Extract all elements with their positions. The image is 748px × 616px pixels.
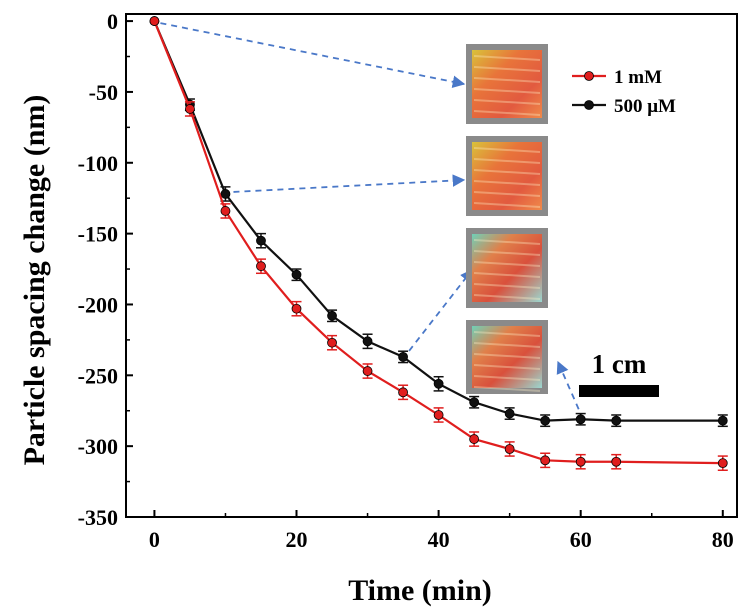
inset-photo — [466, 44, 548, 124]
scale-bar-label: 1 cm — [592, 349, 647, 379]
inset-photo-texture — [473, 364, 541, 370]
data-point — [362, 336, 373, 347]
y-tick-label: -100 — [78, 151, 118, 176]
inset-photo-texture — [473, 386, 541, 392]
data-point — [575, 456, 586, 467]
x-tick-label: 0 — [149, 527, 160, 552]
x-tick-label: 40 — [428, 527, 450, 552]
y-tick-label: 0 — [107, 9, 118, 34]
inset-photo-texture — [473, 239, 541, 245]
legend-marker — [584, 71, 594, 81]
inset-photo — [466, 136, 548, 216]
inset-photo — [466, 228, 548, 308]
inset-photo-texture — [473, 202, 541, 208]
legend-label: 1 mM — [614, 67, 662, 88]
legend-entry: 1 mM — [572, 67, 662, 88]
inset-photo-sample — [472, 142, 542, 210]
data-point — [504, 408, 515, 419]
inset-photo-texture — [473, 331, 541, 337]
data-point — [327, 310, 337, 321]
annotation-arrow — [160, 22, 466, 88]
series-layer — [149, 16, 728, 471]
plot-border — [125, 13, 738, 518]
inset-photo-texture — [473, 180, 541, 186]
inset-photo-sample — [472, 326, 542, 388]
data-point — [575, 414, 586, 425]
x-tick-label: 80 — [712, 527, 734, 552]
data-point — [185, 104, 195, 114]
x-tick-label: 20 — [286, 527, 308, 552]
y-tick-label: -300 — [78, 434, 118, 459]
y-tick-label: -50 — [89, 80, 118, 105]
inset-photo-sample — [472, 234, 542, 302]
data-point — [256, 261, 266, 272]
inset-photo-texture — [473, 250, 541, 256]
plot-frame — [125, 13, 738, 518]
x-axis-title: Time (min) — [348, 574, 492, 607]
series-500uM — [149, 16, 728, 428]
inset-photos — [466, 44, 548, 394]
legend-label: 500 μM — [614, 96, 676, 117]
scale-bar-line — [579, 385, 659, 397]
inset-photo-texture — [473, 353, 541, 359]
data-point — [469, 434, 480, 444]
data-point — [611, 415, 622, 426]
data-point — [611, 456, 622, 467]
inset-photo-texture — [473, 77, 541, 83]
annotation-arrows — [160, 22, 580, 410]
y-tick-label: -350 — [78, 505, 118, 530]
scale-bar: 1 cm — [579, 349, 659, 397]
inset-photo-texture — [473, 55, 541, 61]
data-point — [327, 337, 337, 348]
data-point — [398, 351, 408, 362]
series-1mM — [149, 16, 728, 471]
data-point — [362, 366, 373, 376]
annotation-arrow — [556, 360, 580, 410]
annotation-arrow — [233, 174, 466, 193]
data-point — [540, 415, 551, 426]
y-tick-label: -150 — [78, 222, 118, 247]
data-point — [433, 410, 444, 420]
inset-photo-texture — [473, 191, 541, 197]
data-point — [504, 444, 515, 454]
inset-photo-texture — [473, 272, 541, 278]
legend-marker — [584, 100, 594, 110]
inset-photo-texture — [473, 375, 541, 381]
y-tick-label: -200 — [78, 292, 118, 317]
inset-photo-texture — [473, 66, 541, 72]
data-point — [220, 189, 231, 199]
inset-photo-texture — [473, 99, 541, 105]
inset-photo-sample — [472, 50, 542, 118]
data-point — [291, 303, 302, 314]
legend: 1 mM 500 μM — [572, 67, 676, 117]
inset-photo-texture — [473, 158, 541, 164]
inset-photo-texture — [473, 294, 541, 300]
inset-photo-texture — [473, 342, 541, 348]
inset-photo-texture — [473, 110, 541, 116]
data-point — [717, 458, 728, 469]
x-tick-label: 60 — [570, 527, 592, 552]
data-point — [149, 16, 160, 26]
data-point — [398, 387, 408, 398]
data-point — [256, 235, 266, 246]
inset-photo-texture — [473, 169, 541, 175]
y-tick-label: -250 — [78, 363, 118, 388]
inset-photo-texture — [473, 147, 541, 153]
data-point — [291, 269, 302, 280]
data-point — [540, 455, 551, 466]
data-point — [469, 397, 480, 408]
inset-photo-texture — [473, 261, 541, 267]
legend-entry: 500 μM — [572, 96, 676, 117]
inset-photo — [466, 320, 548, 394]
annotation-arrow — [408, 269, 473, 352]
axis-ticks: 0 20 40 60 80 0 -50 -100 -150 -200 -250 -300 -350 — [78, 9, 734, 552]
inset-photo-texture — [473, 88, 541, 94]
y-axis-title: Particle spacing change (nm) — [18, 95, 51, 466]
data-point — [220, 206, 231, 216]
data-point — [717, 415, 728, 426]
inset-photo-texture — [473, 283, 541, 289]
data-point — [433, 378, 444, 389]
